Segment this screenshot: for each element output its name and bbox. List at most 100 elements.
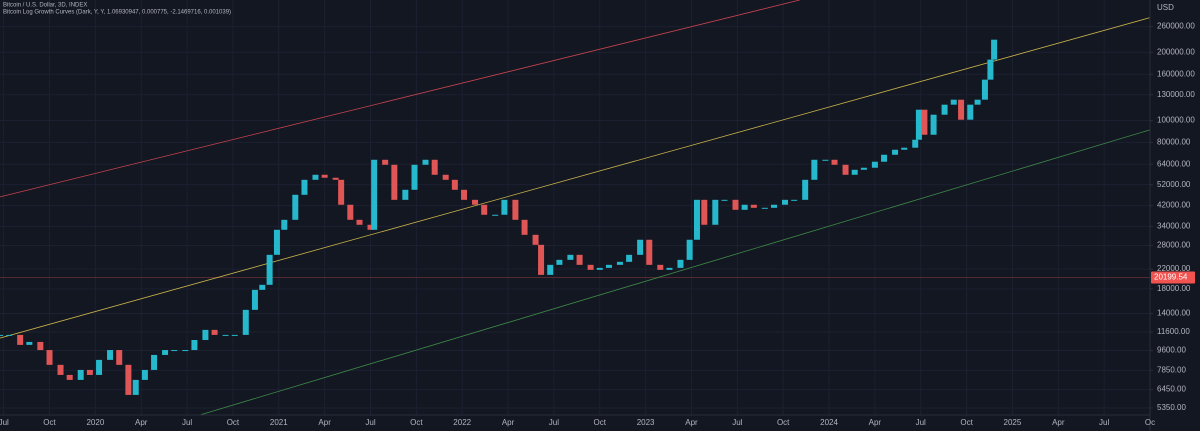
candle — [991, 39, 998, 60]
y-tick-label: 130000.00 — [1157, 90, 1195, 99]
candle — [930, 114, 937, 135]
candle — [96, 359, 103, 375]
candle — [431, 159, 438, 175]
candle — [17, 334, 24, 345]
candle — [761, 207, 768, 209]
indicator-label: Bitcoin Log Growth Curves (Dark, Y, Y, 1… — [3, 10, 231, 16]
candle — [538, 244, 545, 275]
y-tick-label: 28000.00 — [1157, 241, 1191, 250]
candle — [356, 219, 363, 225]
candle — [701, 199, 708, 225]
x-tick-label: Apr — [502, 418, 515, 427]
y-tick-label: 6450.00 — [1157, 385, 1186, 394]
candle — [967, 104, 974, 120]
candle — [191, 339, 198, 351]
candle — [750, 204, 757, 208]
candle — [347, 204, 354, 220]
x-tick-label: Jul — [0, 418, 9, 427]
x-tick-label: Jul — [732, 418, 742, 427]
candle — [0, 334, 3, 336]
candle — [958, 99, 965, 120]
candle — [481, 204, 488, 215]
y-tick-label: 260000.00 — [1157, 22, 1195, 31]
y-tick-label: 9600.00 — [1157, 346, 1186, 355]
candle — [86, 369, 93, 375]
y-tick-label: 80000.00 — [1157, 137, 1191, 146]
candle — [211, 329, 218, 335]
y-tick-label: 64000.00 — [1157, 159, 1191, 168]
candle — [802, 179, 809, 200]
candle — [281, 219, 288, 230]
candle — [77, 369, 84, 380]
candle — [141, 369, 148, 380]
candle — [881, 154, 888, 162]
candle — [251, 289, 258, 310]
candle — [151, 354, 158, 370]
candle — [26, 341, 33, 345]
candle — [677, 259, 684, 268]
candle — [451, 179, 458, 190]
candle — [321, 174, 328, 178]
candle — [646, 239, 653, 265]
x-tick-label: Oct — [594, 418, 607, 427]
candle — [132, 379, 139, 395]
x-tick-label: Oct — [777, 418, 790, 427]
candle — [741, 204, 748, 210]
y-tick-label: 7850.00 — [1157, 365, 1186, 374]
candle — [492, 214, 499, 216]
x-tick-label: Oct — [960, 418, 973, 427]
growth-curve — [199, 129, 1150, 415]
plot-area — [0, 0, 1150, 415]
candle — [266, 254, 273, 285]
y-tick-label: 200000.00 — [1157, 48, 1195, 57]
candle — [771, 204, 778, 208]
x-tick-label: 2024 — [820, 418, 838, 427]
growth-curve — [0, 0, 800, 198]
candle — [587, 264, 594, 270]
candle — [301, 179, 308, 195]
candle — [596, 267, 603, 270]
candle — [182, 350, 189, 352]
candle — [116, 350, 123, 365]
candle — [162, 350, 169, 355]
candle — [273, 229, 280, 255]
candle — [57, 364, 64, 375]
axis-unit: USD — [1157, 3, 1174, 12]
candle — [712, 199, 719, 225]
candle — [332, 177, 339, 180]
x-tick-label: 2023 — [637, 418, 655, 427]
x-tick-label: Jul — [182, 418, 192, 427]
y-tick-label: 160000.00 — [1157, 69, 1195, 78]
candle — [732, 199, 739, 210]
x-tick-label: Jul — [365, 418, 375, 427]
candle — [831, 159, 838, 165]
candle — [501, 199, 508, 215]
candle — [721, 199, 728, 201]
candle — [666, 267, 673, 270]
chart-title: Bitcoin / U.S. Dollar, 3D, INDEX — [3, 3, 87, 9]
candle — [626, 254, 633, 262]
x-tick-label: Oct — [227, 418, 240, 427]
candle — [37, 341, 44, 351]
y-tick-label: 14000.00 — [1157, 309, 1191, 318]
price-label-box — [1151, 271, 1195, 284]
candle — [822, 159, 829, 161]
candle — [693, 199, 700, 240]
candle — [851, 169, 858, 175]
candle — [312, 174, 319, 180]
y-tick-label: 34000.00 — [1157, 221, 1191, 230]
candle — [125, 364, 132, 395]
candle — [782, 199, 789, 205]
x-tick-label: Jul — [1099, 418, 1109, 427]
candle — [941, 104, 948, 115]
candle — [292, 194, 299, 220]
candle — [371, 159, 378, 230]
candle — [442, 174, 449, 180]
candle — [461, 189, 468, 200]
candle — [871, 161, 878, 168]
candle — [860, 167, 867, 170]
y-tick-label: 100000.00 — [1157, 116, 1195, 125]
candle — [974, 99, 981, 105]
candle — [842, 164, 849, 175]
